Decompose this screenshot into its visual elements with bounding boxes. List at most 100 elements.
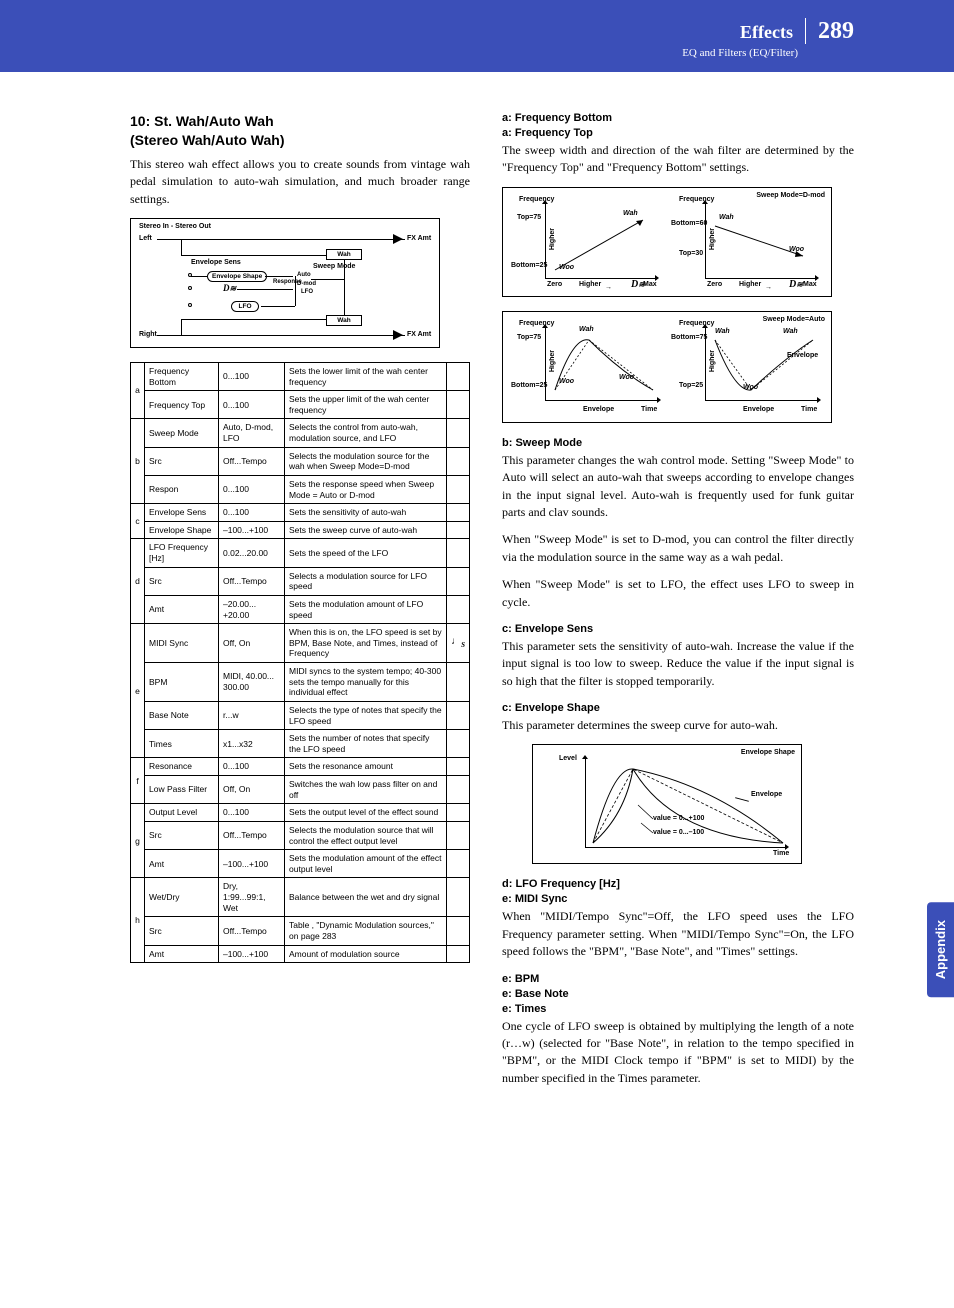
header-page-number: 289 <box>805 18 854 44</box>
param-name: Base Note <box>145 701 219 729</box>
c1-mode: Sweep Mode=D-mod <box>756 192 825 199</box>
param-desc: Amount of modulation source <box>285 945 447 963</box>
sig-auto: Auto <box>297 272 311 278</box>
sig-lfo-box: LFO <box>231 301 259 312</box>
c1-r-freq: Frequency <box>679 196 714 203</box>
param-desc: Selects the modulation source that will … <box>285 821 447 849</box>
param-icon <box>447 419 470 447</box>
param-name: MIDI Sync <box>145 624 219 663</box>
param-desc: Sets the lower limit of the wah center f… <box>285 362 447 390</box>
param-name: Amt <box>145 945 219 963</box>
param-name: Frequency Top <box>145 391 219 419</box>
c2-r-top: Top=25 <box>679 382 703 389</box>
table-group-f: f <box>131 758 145 804</box>
c1-l-woo: Woo <box>559 264 574 271</box>
param-range: 0...100 <box>219 804 285 822</box>
param-desc: Sets the upper limit of the wah center f… <box>285 391 447 419</box>
param-icon <box>447 878 470 917</box>
c2-r-higher-v: Higher <box>709 350 716 372</box>
sig-lfo-sw: LFO <box>301 289 313 295</box>
param-icon <box>447 804 470 822</box>
p-envsens: This parameter sets the sensitivity of a… <box>502 638 854 690</box>
h-freq-bottom: a: Frequency Bottom <box>502 112 854 124</box>
param-icon <box>447 567 470 595</box>
c1-l-max: Max <box>643 281 657 288</box>
c2-l-woo1: Woo <box>559 378 574 385</box>
param-name: Output Level <box>145 804 219 822</box>
p-freq: The sweep width and direction of the wah… <box>502 142 854 177</box>
sig-right-label: Right <box>139 331 157 338</box>
param-icon <box>447 595 470 623</box>
chart-sweep-auto: Sweep Mode=Auto Frequency Top=75 Bottom=… <box>502 311 832 423</box>
p-sweep3: When "Sweep Mode" is set to LFO, the eff… <box>502 576 854 611</box>
c1-l-higherx: Higher <box>579 281 601 288</box>
param-icon: ♩S <box>447 624 470 663</box>
param-icon <box>447 701 470 729</box>
param-range: Off, On <box>219 624 285 663</box>
param-range: Off...Tempo <box>219 821 285 849</box>
param-icon <box>447 504 470 522</box>
c1-r-higherx: Higher <box>739 281 761 288</box>
h-midisync: e: MIDI Sync <box>502 893 854 905</box>
h-envshape: c: Envelope Shape <box>502 702 854 714</box>
h-lfofreq: d: LFO Frequency [Hz] <box>502 878 854 890</box>
header-band: Effects 289 EQ and Filters (EQ/Filter) <box>0 0 954 72</box>
section-title: 10: St. Wah/Auto Wah (Stereo Wah/Auto Wa… <box>130 112 470 150</box>
p-times: One cycle of LFO sweep is obtained by mu… <box>502 1018 854 1088</box>
param-range: 0...100 <box>219 475 285 503</box>
param-name: Src <box>145 447 219 475</box>
c1-l-freq: Frequency <box>519 196 554 203</box>
header-subtitle: EQ and Filters (EQ/Filter) <box>682 47 854 59</box>
chart-envelope-shape: Envelope Shape Level Envelope value = 0.… <box>532 744 802 864</box>
c1-r-wah: Wah <box>719 214 734 221</box>
param-range: MIDI, 40.00... 300.00 <box>219 663 285 702</box>
chart-sweep-dmod: Sweep Mode=D-mod Frequency Top=75 Bottom… <box>502 187 832 297</box>
parameter-table: aFrequency Bottom0...100Sets the lower l… <box>130 362 470 963</box>
param-desc: MIDI syncs to the system tempo; 40-300 s… <box>285 663 447 702</box>
c2-r-env: Envelope <box>787 352 818 359</box>
c2-r-time: Time <box>801 406 817 413</box>
param-icon <box>447 821 470 849</box>
param-name: BPM <box>145 663 219 702</box>
header-title: Effects <box>740 22 793 42</box>
h-sweep: b: Sweep Mode <box>502 437 854 449</box>
c1-l-wah: Wah <box>623 210 638 217</box>
param-range: Off...Tempo <box>219 917 285 945</box>
c1-l-bot: Bottom=25 <box>511 262 547 269</box>
sig-fxamt-top: FX Amt <box>407 235 431 242</box>
c2-r-wah2: Wah <box>783 328 798 335</box>
param-range: –100...+100 <box>219 850 285 878</box>
c2-r-woo: Woo <box>743 384 758 391</box>
sig-title: Stereo In - Stereo Out <box>139 223 211 230</box>
c3-level: Level <box>559 755 577 762</box>
table-group-d: d <box>131 539 145 624</box>
c1-r-bot: Bottom=60 <box>671 220 707 227</box>
param-name: Amt <box>145 850 219 878</box>
param-icon <box>447 475 470 503</box>
param-name: Low Pass Filter <box>145 776 219 804</box>
appendix-side-tab: Appendix <box>927 902 954 997</box>
c2-l-woo2: Woo <box>619 374 634 381</box>
c2-l-top: Top=75 <box>517 334 541 341</box>
param-desc: Sets the resonance amount <box>285 758 447 776</box>
param-icon <box>447 539 470 567</box>
param-desc: Sets the speed of the LFO <box>285 539 447 567</box>
c1-r-max: Max <box>803 281 817 288</box>
c2-r-freq: Frequency <box>679 320 714 327</box>
param-desc: Table , "Dynamic Modulation sources," on… <box>285 917 447 945</box>
param-icon <box>447 730 470 758</box>
param-name: Src <box>145 567 219 595</box>
c2-l-env: Envelope <box>583 406 614 413</box>
c2-l-freq: Frequency <box>519 320 554 327</box>
param-icon <box>447 945 470 963</box>
c2-l-time: Time <box>641 406 657 413</box>
p-sweep1: This parameter changes the wah control m… <box>502 452 854 522</box>
param-icon <box>447 391 470 419</box>
sig-env-shape: Envelope Shape <box>207 271 267 282</box>
param-desc: Selects the control from auto-wah, modul… <box>285 419 447 447</box>
c1-l-zero: Zero <box>547 281 562 288</box>
h-envsens: c: Envelope Sens <box>502 623 854 635</box>
param-icon <box>447 917 470 945</box>
c1-r-top: Top=30 <box>679 250 703 257</box>
c2-r-wah1: Wah <box>715 328 730 335</box>
